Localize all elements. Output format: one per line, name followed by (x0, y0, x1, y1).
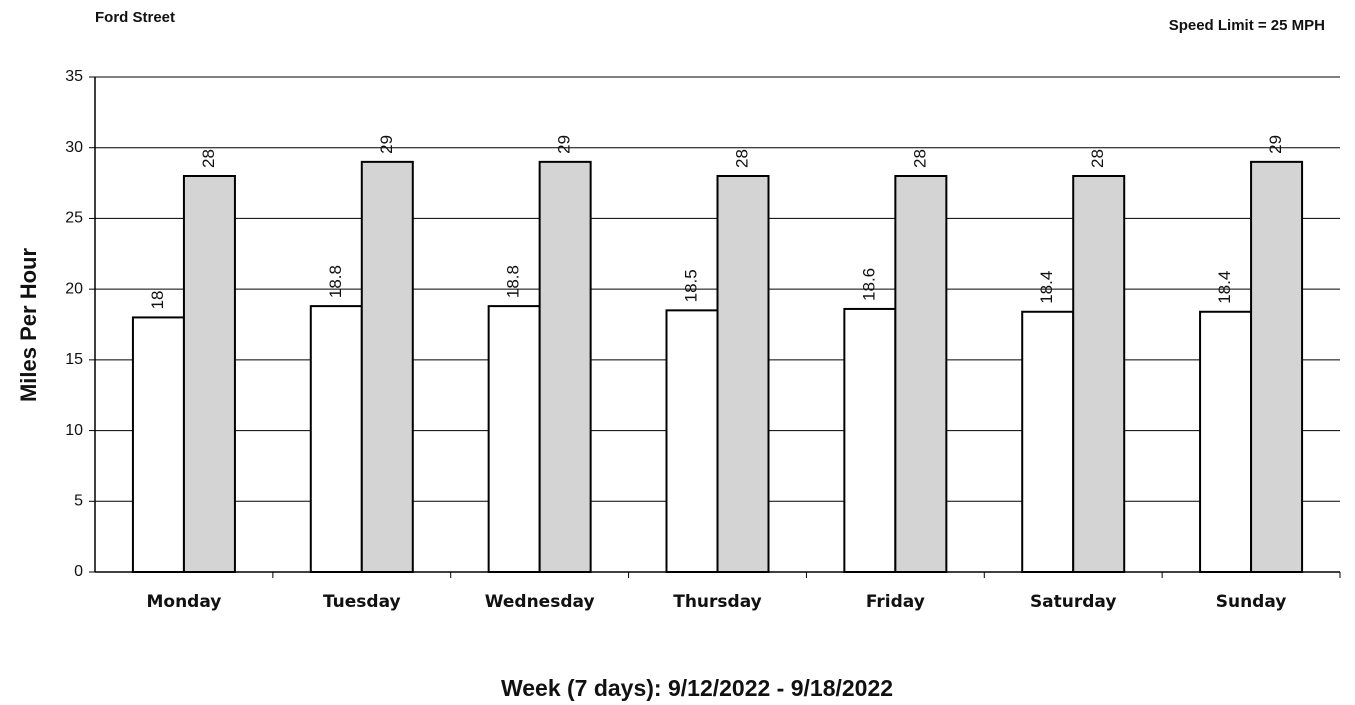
x-tick-label: Tuesday (323, 592, 401, 612)
bar (716, 175, 770, 573)
y-tick-label: 0 (74, 563, 83, 580)
bar (665, 309, 719, 573)
data-label: 18.4 (1037, 271, 1056, 304)
data-label: 18 (148, 291, 167, 310)
data-label: 29 (555, 135, 574, 154)
bar (894, 175, 948, 573)
bar (1021, 310, 1075, 573)
x-axis-label: Week (7 days): 9/12/2022 - 9/18/2022 (501, 675, 893, 701)
data-label: 18.8 (326, 265, 345, 298)
chart-title: Ford Street (95, 9, 175, 26)
bar (1199, 310, 1253, 573)
data-label: 28 (732, 149, 751, 168)
data-label: 28 (199, 149, 218, 168)
data-label: 18.4 (1215, 271, 1234, 304)
data-label: 29 (377, 135, 396, 154)
y-tick-label: 10 (65, 422, 83, 439)
y-axis-label: Miles Per Hour (16, 248, 41, 402)
bar (1072, 175, 1126, 573)
x-tick-label: Saturday (1030, 592, 1117, 612)
y-tick-label: 30 (65, 139, 83, 156)
y-tick-label: 5 (74, 493, 83, 510)
bar (538, 160, 592, 573)
bar (360, 160, 414, 573)
bar (131, 316, 185, 573)
y-tick-label: 25 (65, 210, 83, 227)
bar (843, 307, 897, 573)
bar (309, 305, 363, 573)
data-label: 18.5 (681, 269, 700, 302)
x-tick-label: Wednesday (485, 592, 595, 612)
y-tick-label: 20 (65, 280, 83, 297)
bar (487, 305, 541, 573)
bar (182, 175, 236, 573)
data-label: 18.6 (859, 268, 878, 301)
x-tick-label: Sunday (1216, 592, 1287, 612)
chart-subtitle: Speed Limit = 25 MPH (1169, 17, 1325, 34)
x-tick-label: Friday (866, 592, 925, 612)
data-label: 28 (910, 149, 929, 168)
data-label: 18.8 (504, 265, 523, 298)
x-tick-label: Monday (146, 592, 221, 612)
data-label: 28 (1088, 149, 1107, 168)
x-tick-label: Thursday (673, 592, 762, 612)
y-tick-label: 15 (65, 351, 83, 368)
data-label: 29 (1266, 135, 1285, 154)
y-tick-label: 35 (65, 68, 83, 85)
bar (1250, 160, 1304, 573)
